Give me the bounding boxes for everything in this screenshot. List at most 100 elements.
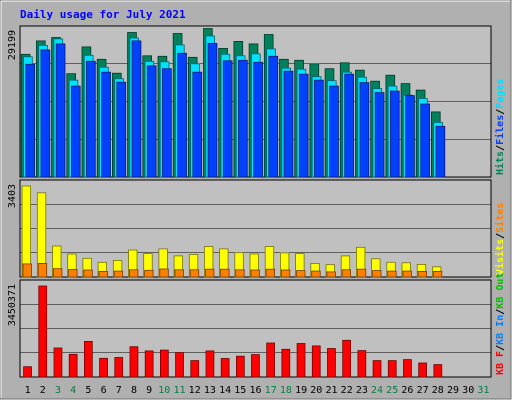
visits-sites-bar-sites-day-15 bbox=[235, 269, 245, 278]
kbytes-bar-kb-f-day-4 bbox=[68, 353, 78, 378]
hits-files-pages-legend: Hits/Files/Pages bbox=[494, 79, 506, 175]
x-tick-label-day-6: 6 bbox=[101, 385, 107, 396]
hits-files-pages-bar-pages-day-15 bbox=[238, 59, 248, 178]
hits-files-pages-bar-pages-day-16 bbox=[253, 61, 263, 178]
legend-entry: Pages bbox=[495, 79, 506, 109]
x-tick-label-day-10: 10 bbox=[158, 385, 170, 396]
kbytes-bar-kb-f-day-22 bbox=[342, 339, 352, 378]
visits-sites-bar-sites-day-19 bbox=[296, 270, 306, 278]
kbytes-bar-kb-f-day-18 bbox=[281, 348, 291, 378]
kbytes-bar-kb-f-day-3 bbox=[53, 347, 63, 378]
x-tick-label-day-29: 29 bbox=[447, 385, 459, 396]
visits-sites-legend: Visits/Sites bbox=[494, 203, 506, 275]
hits-files-pages-bar-pages-day-27 bbox=[420, 103, 430, 178]
visits-sites-bar-sites-day-7 bbox=[113, 270, 124, 278]
visits-sites-bar-sites-day-21 bbox=[326, 271, 336, 278]
kbytes-bar-kb-f-day-8 bbox=[129, 346, 139, 378]
visits-sites-bar-sites-day-22 bbox=[341, 269, 352, 278]
legend-entry: / bbox=[495, 345, 506, 351]
hits-files-pages-bar-pages-day-7 bbox=[116, 81, 127, 178]
kbytes-bar-kb-f-day-15 bbox=[235, 355, 245, 378]
x-tick-label-day-5: 5 bbox=[85, 385, 91, 396]
x-tick-label-day-19: 19 bbox=[295, 385, 307, 396]
kbytes-bar-kb-f-day-13 bbox=[205, 350, 215, 378]
legend-entry: Visits bbox=[494, 239, 506, 275]
kbytes-bar-kb-f-day-25 bbox=[387, 360, 397, 378]
hits-files-pages-bar-pages-day-4 bbox=[71, 85, 81, 178]
x-axis-labels: 1 2 3 4 5 6 7 8 9 10 11 12 13 14 15 16 17 18 19 20 21 22 23 24 2… bbox=[25, 385, 490, 396]
legend-entry: / bbox=[495, 233, 506, 239]
kbytes-bar-kb-f-day-14 bbox=[220, 358, 230, 378]
legend-entry: / bbox=[495, 145, 506, 151]
kbytes-bar-kb-f-day-1 bbox=[23, 366, 32, 378]
visits-sites-bar-sites-day-11 bbox=[174, 269, 184, 278]
x-tick-label-day-8: 8 bbox=[131, 385, 137, 396]
x-tick-label-day-17: 17 bbox=[265, 385, 277, 396]
visits-sites-ymax-label: 3403 bbox=[7, 184, 18, 208]
hits-files-pages-bar-pages-day-20 bbox=[314, 79, 324, 178]
x-tick-label-day-16: 16 bbox=[249, 385, 261, 396]
kbytes-bar-kb-f-day-7 bbox=[114, 357, 124, 378]
visits-sites-bar-visits-day-1 bbox=[21, 185, 32, 278]
hits-files-pages-bar-pages-day-10 bbox=[162, 68, 172, 178]
x-tick-label-day-31: 31 bbox=[477, 385, 489, 396]
legend-entry: KB Out bbox=[495, 273, 506, 309]
visits-sites-bar-sites-day-14 bbox=[220, 268, 230, 278]
visits-sites-bar-sites-day-12 bbox=[189, 269, 200, 278]
visits-sites-bar-sites-day-20 bbox=[311, 270, 321, 278]
visits-sites-bar-sites-day-2 bbox=[37, 262, 48, 278]
hits-files-pages-bar-pages-day-24 bbox=[374, 92, 385, 178]
hits-files-pages-bar-pages-day-1 bbox=[25, 63, 35, 178]
x-tick-label-day-26: 26 bbox=[401, 385, 413, 396]
x-tick-label-day-11: 11 bbox=[173, 385, 185, 396]
x-tick-label-day-4: 4 bbox=[70, 385, 76, 396]
visits-sites-bar-sites-day-23 bbox=[356, 268, 367, 278]
x-tick-label-day-30: 30 bbox=[462, 385, 474, 396]
hits-files-pages-bar-pages-day-13 bbox=[207, 43, 218, 178]
hits-files-pages-bar-pages-day-28 bbox=[435, 125, 446, 178]
kbytes-bar-kb-f-day-5 bbox=[84, 340, 93, 378]
x-tick-label-day-7: 7 bbox=[116, 385, 122, 396]
chart-title: Daily usage for July 2021 bbox=[20, 8, 186, 21]
x-tick-label-day-22: 22 bbox=[341, 385, 353, 396]
hits-files-pages-bar-pages-day-5 bbox=[86, 60, 96, 178]
legend-entry: / bbox=[495, 309, 506, 315]
kbytes-bar-kb-f-day-26 bbox=[403, 359, 412, 378]
hits-files-pages-ymax-label: 29199 bbox=[7, 30, 18, 60]
x-tick-label-day-1: 1 bbox=[25, 385, 31, 396]
legend-entry: Hits bbox=[494, 151, 506, 175]
x-tick-label-day-20: 20 bbox=[310, 385, 322, 396]
visits-sites-bar-sites-day-26 bbox=[402, 270, 412, 278]
visits-sites-bar-sites-day-16 bbox=[250, 269, 260, 278]
hits-files-pages-bar-pages-day-26 bbox=[405, 95, 415, 178]
hits-files-pages-bar-pages-day-8 bbox=[131, 40, 142, 178]
hits-files-pages-bar-pages-day-23 bbox=[359, 82, 370, 178]
x-tick-label-day-27: 27 bbox=[417, 385, 429, 396]
x-tick-label-day-24: 24 bbox=[371, 385, 383, 396]
legend-entry: Sites bbox=[494, 203, 506, 233]
kbytes-bar-kb-f-day-9 bbox=[144, 350, 154, 378]
kbytes-ymax-label: 3450371 bbox=[7, 284, 18, 326]
x-tick-label-day-15: 15 bbox=[234, 385, 246, 396]
x-tick-label-day-21: 21 bbox=[325, 385, 337, 396]
x-tick-label-day-13: 13 bbox=[204, 385, 216, 396]
hits-files-pages-bar-pages-day-14 bbox=[222, 60, 233, 178]
legend-entry: KB F bbox=[495, 351, 506, 375]
hits-files-pages-bar-pages-day-18 bbox=[283, 70, 294, 178]
hits-files-pages-bar-pages-day-6 bbox=[101, 71, 111, 178]
x-tick-label-day-28: 28 bbox=[432, 385, 444, 396]
hits-files-pages-bar-pages-day-11 bbox=[177, 52, 187, 178]
visits-sites-bar-sites-day-25 bbox=[387, 270, 397, 278]
kbytes-bar-kb-f-day-6 bbox=[99, 357, 108, 378]
kbytes-bar-kb-f-day-27 bbox=[418, 362, 428, 378]
visits-sites-bar-sites-day-13 bbox=[204, 268, 215, 278]
x-tick-label-day-9: 9 bbox=[146, 385, 152, 396]
kbytes-bar-kb-f-day-10 bbox=[159, 349, 169, 378]
visits-sites-bar-sites-day-4 bbox=[68, 269, 78, 278]
x-tick-label-day-25: 25 bbox=[386, 385, 398, 396]
hits-files-pages-bar-pages-day-12 bbox=[192, 71, 203, 178]
hits-files-pages-bar-pages-day-9 bbox=[146, 65, 157, 178]
hits-files-pages-bar-pages-day-3 bbox=[55, 43, 66, 178]
kbytes-bar-kb-f-day-12 bbox=[190, 360, 200, 378]
